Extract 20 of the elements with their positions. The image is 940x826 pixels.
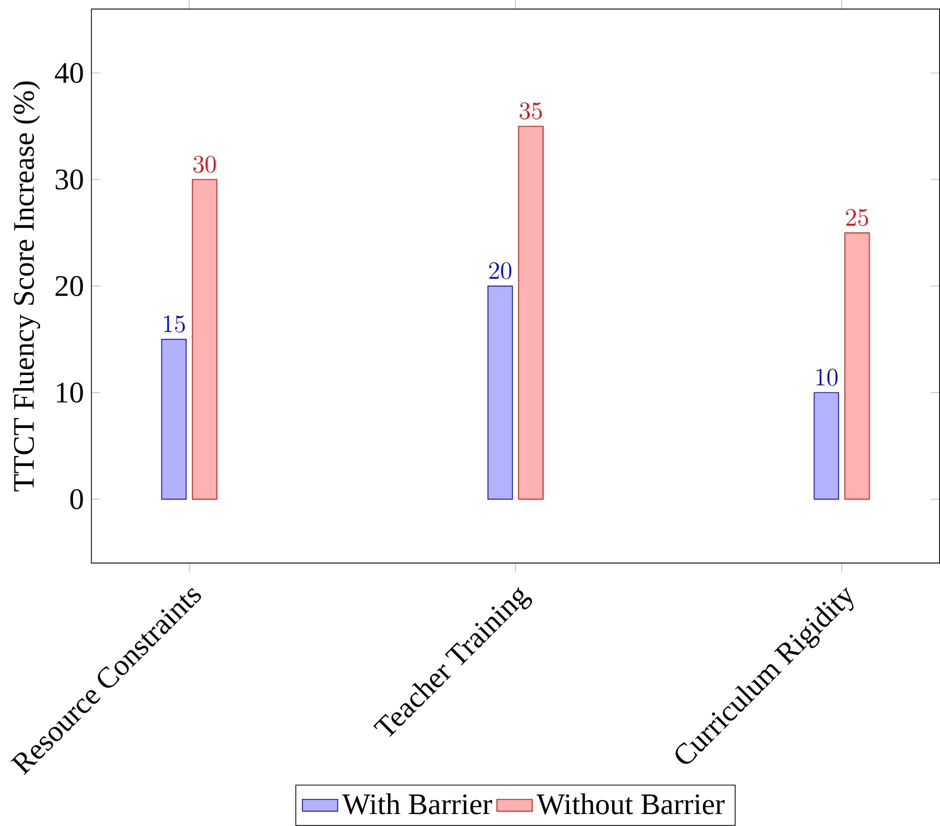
bar: [814, 392, 840, 500]
legend-label: With Barrier: [342, 793, 492, 815]
bar: [192, 179, 218, 500]
data-label: 30: [193, 156, 216, 173]
data-label: 20: [489, 262, 512, 280]
y-tick-label: 20: [56, 276, 83, 296]
data-label: 35: [520, 102, 542, 120]
y-tick-label: 30: [56, 170, 83, 190]
data-label: 15: [164, 316, 185, 333]
legend-label: Without Barrier: [536, 793, 725, 815]
y-tick-label: 40: [54, 62, 83, 84]
data-label: 10: [816, 368, 838, 386]
bar: [488, 286, 513, 500]
data-label: 25: [846, 209, 868, 226]
bar: [844, 232, 870, 500]
y-tick-label: 10: [56, 382, 83, 403]
y-axis-title: TTCT Fluency Score Increase (%): [13, 82, 40, 492]
y-tick-label: 0: [70, 489, 83, 510]
bar: [161, 338, 187, 500]
bar: [518, 126, 544, 500]
